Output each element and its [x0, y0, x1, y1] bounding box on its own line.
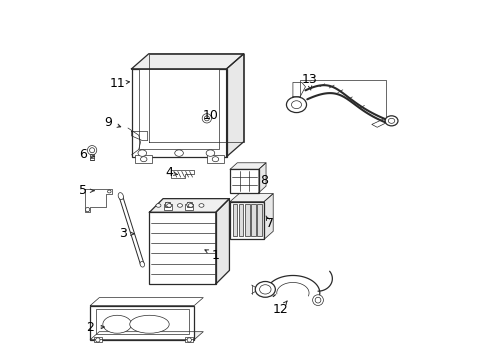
Bar	[90, 306, 194, 339]
Ellipse shape	[138, 150, 146, 156]
Polygon shape	[131, 54, 244, 69]
Polygon shape	[226, 54, 244, 157]
Text: 6: 6	[79, 148, 87, 161]
Bar	[96, 309, 188, 334]
Text: 5: 5	[79, 184, 87, 197]
Polygon shape	[264, 194, 273, 239]
Bar	[230, 169, 258, 193]
Polygon shape	[230, 194, 273, 202]
Bar	[206, 155, 224, 163]
Ellipse shape	[202, 114, 211, 123]
Polygon shape	[292, 82, 305, 97]
Bar	[257, 204, 261, 236]
Polygon shape	[171, 170, 194, 178]
Ellipse shape	[96, 338, 100, 342]
Bar	[239, 204, 243, 236]
Ellipse shape	[206, 150, 214, 156]
Polygon shape	[85, 189, 112, 212]
Ellipse shape	[291, 101, 301, 109]
Bar	[149, 212, 215, 284]
Bar	[251, 204, 255, 236]
Bar	[244, 204, 249, 236]
Text: 10: 10	[202, 109, 218, 122]
Bar	[94, 337, 102, 342]
Ellipse shape	[255, 282, 275, 297]
Ellipse shape	[140, 261, 144, 267]
Text: 3: 3	[119, 227, 126, 240]
Ellipse shape	[312, 295, 323, 306]
Ellipse shape	[118, 193, 123, 200]
Bar	[90, 149, 94, 160]
Ellipse shape	[186, 202, 191, 207]
Polygon shape	[131, 132, 147, 140]
Ellipse shape	[177, 204, 182, 207]
Ellipse shape	[286, 97, 306, 113]
Bar	[165, 202, 170, 207]
Ellipse shape	[314, 297, 320, 303]
Polygon shape	[149, 199, 229, 212]
Bar	[233, 204, 237, 236]
Ellipse shape	[85, 207, 90, 212]
Polygon shape	[148, 54, 244, 141]
Text: 9: 9	[104, 116, 112, 129]
Polygon shape	[371, 118, 384, 127]
Ellipse shape	[129, 315, 169, 333]
Ellipse shape	[204, 116, 209, 121]
Text: 11: 11	[109, 77, 125, 90]
Polygon shape	[258, 163, 265, 193]
Bar	[163, 204, 171, 211]
Ellipse shape	[188, 204, 193, 207]
Ellipse shape	[165, 202, 170, 207]
Text: 4: 4	[165, 166, 173, 179]
Bar	[185, 337, 193, 342]
Ellipse shape	[166, 204, 171, 207]
Text: 2: 2	[86, 320, 94, 333]
Polygon shape	[90, 332, 203, 339]
Text: 13: 13	[301, 73, 316, 86]
Text: 8: 8	[260, 174, 268, 186]
Ellipse shape	[384, 116, 397, 126]
Polygon shape	[215, 199, 229, 284]
Polygon shape	[230, 163, 265, 169]
Bar	[185, 204, 193, 211]
Bar	[135, 155, 152, 163]
Bar	[230, 202, 264, 239]
Ellipse shape	[140, 157, 147, 162]
Ellipse shape	[156, 204, 161, 207]
Bar	[186, 202, 191, 207]
Ellipse shape	[259, 285, 270, 294]
Ellipse shape	[387, 118, 394, 123]
Ellipse shape	[174, 150, 183, 156]
Bar	[131, 69, 226, 157]
Polygon shape	[90, 298, 203, 306]
Ellipse shape	[87, 145, 97, 155]
Ellipse shape	[187, 338, 191, 342]
Text: 1: 1	[211, 249, 219, 262]
Bar	[139, 69, 218, 149]
Ellipse shape	[199, 204, 203, 207]
Text: 7: 7	[265, 216, 273, 230]
Ellipse shape	[102, 315, 131, 333]
Ellipse shape	[212, 157, 218, 162]
Ellipse shape	[89, 148, 94, 153]
Ellipse shape	[107, 190, 111, 193]
Text: 12: 12	[272, 303, 287, 316]
